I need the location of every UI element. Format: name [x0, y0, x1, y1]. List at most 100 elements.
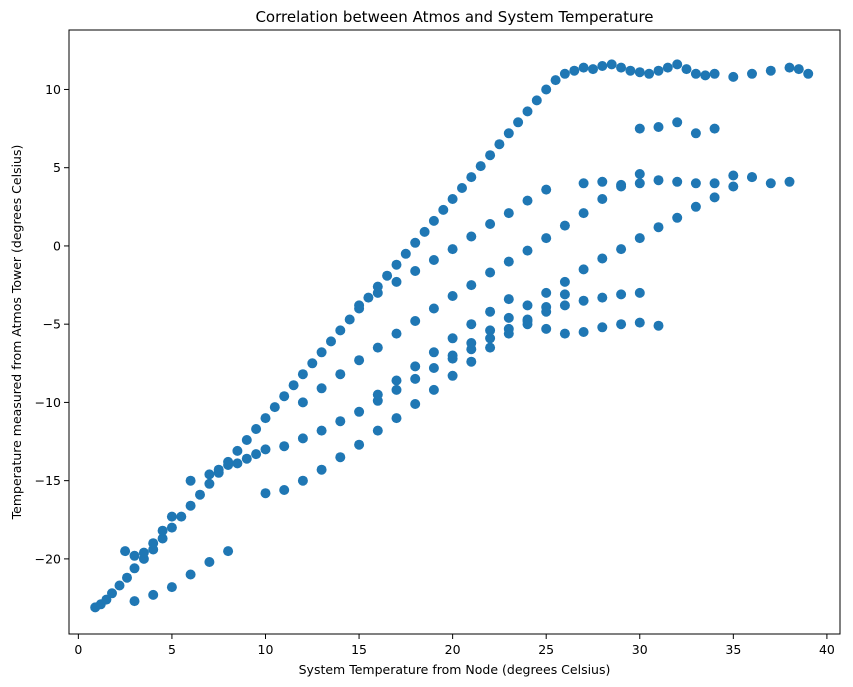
data-point [662, 62, 673, 73]
data-point [129, 563, 140, 574]
data-point [438, 204, 449, 215]
data-point [335, 452, 346, 463]
data-point [616, 62, 627, 73]
data-point [559, 276, 570, 287]
data-point [672, 212, 683, 223]
data-point [485, 150, 496, 161]
y-tick-label: −5 [43, 317, 61, 332]
x-tick-label: 25 [538, 642, 554, 657]
data-point [428, 303, 439, 314]
data-point [728, 170, 739, 181]
data-point [391, 328, 402, 339]
data-point [690, 201, 701, 212]
data-point [129, 596, 140, 607]
data-point [335, 369, 346, 380]
x-axis-ticks: 0 5 10 15 20 25 30 35 40 [74, 634, 835, 657]
data-point [653, 175, 664, 186]
data-point [410, 373, 421, 384]
data-point [114, 580, 125, 591]
data-point [541, 233, 552, 244]
data-point [241, 453, 252, 464]
data-point [485, 267, 496, 278]
data-point [503, 328, 514, 339]
data-point [485, 219, 496, 229]
data-point [503, 256, 514, 267]
x-tick-label: 40 [819, 642, 835, 657]
data-point [541, 302, 552, 312]
data-point [232, 445, 243, 456]
data-point [634, 123, 645, 134]
data-point [541, 287, 552, 298]
data-point [335, 416, 346, 427]
x-tick-label: 5 [168, 642, 176, 657]
x-axis-label: System Temperature from Node (degrees Ce… [299, 662, 611, 677]
data-point [457, 183, 467, 193]
data-point [354, 406, 365, 417]
data-point [213, 464, 224, 475]
data-point [559, 300, 570, 311]
data-point [653, 320, 664, 331]
data-point [279, 391, 290, 402]
data-point [466, 280, 477, 291]
data-point [204, 469, 215, 480]
data-point [428, 255, 439, 265]
data-point [541, 84, 552, 95]
data-point [559, 68, 570, 79]
data-point [503, 312, 514, 323]
data-point [297, 397, 308, 408]
data-point [485, 333, 496, 344]
scatter-points [90, 59, 814, 613]
data-point [447, 370, 458, 381]
data-point [541, 184, 552, 195]
data-point [522, 106, 533, 117]
data-point [606, 59, 617, 70]
data-point [372, 342, 383, 353]
data-point [597, 322, 608, 333]
data-point [559, 328, 570, 339]
data-point [410, 361, 421, 372]
y-tick-label: 10 [45, 82, 61, 97]
data-point [644, 68, 655, 79]
data-point [148, 538, 159, 549]
data-point [503, 294, 514, 305]
data-point [559, 289, 570, 300]
data-point [709, 68, 720, 79]
data-point [578, 327, 589, 337]
data-point [466, 338, 477, 348]
data-point [316, 425, 327, 436]
data-point [241, 435, 252, 445]
data-point [297, 369, 308, 380]
data-point [297, 433, 308, 444]
data-point [166, 582, 177, 593]
data-point [326, 336, 336, 347]
y-tick-label: −20 [35, 551, 61, 566]
data-point [372, 287, 383, 298]
data-point [634, 233, 645, 244]
data-point [531, 95, 542, 106]
data-point [485, 306, 496, 317]
data-point [382, 270, 393, 281]
data-point [260, 488, 271, 499]
data-point [166, 522, 177, 533]
y-axis-label: Temperature measured from Atmos Tower (d… [9, 145, 24, 521]
data-point [372, 425, 383, 436]
data-point [279, 485, 290, 495]
data-point [569, 65, 580, 76]
data-point [681, 64, 692, 75]
data-point [784, 62, 795, 73]
data-point [503, 208, 514, 219]
data-point [232, 458, 243, 469]
data-point [784, 176, 795, 187]
data-point [672, 117, 683, 128]
data-point [550, 75, 561, 86]
data-point [634, 178, 645, 189]
x-tick-label: 35 [725, 642, 741, 657]
data-point [597, 61, 608, 71]
data-point [747, 68, 757, 79]
data-point [709, 192, 720, 203]
data-point [120, 546, 131, 557]
data-point [391, 259, 402, 270]
data-point [400, 248, 411, 259]
data-point [307, 358, 318, 369]
